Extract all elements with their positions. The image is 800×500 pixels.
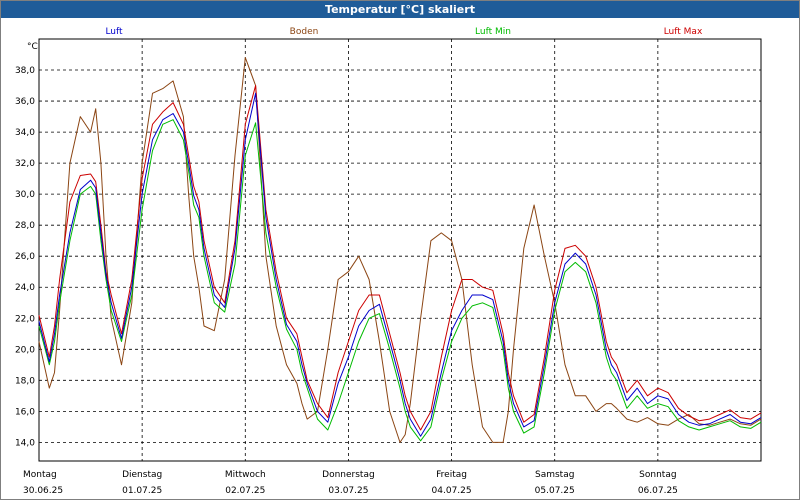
legend-entry: Luft Min — [475, 27, 511, 37]
x-tick-date: 06.07.25 — [638, 486, 678, 496]
x-tick-day: Mittwoch — [225, 470, 266, 480]
y-tick-label: 34,0 — [15, 128, 35, 138]
y-tick-label: 22,0 — [15, 314, 35, 324]
legend-entry: Luft Max — [664, 27, 703, 37]
x-tick-day: Donnerstag — [322, 470, 375, 480]
y-axis-label: °C — [27, 42, 38, 52]
series-line-luft-max — [38, 85, 762, 431]
y-tick-label: 28,0 — [15, 221, 35, 231]
x-tick-date: 01.07.25 — [122, 486, 162, 496]
y-tick-label: 32,0 — [15, 159, 35, 169]
x-tick-date: 05.07.25 — [535, 486, 575, 496]
legend-entry: Luft — [105, 27, 123, 37]
legend-entry: Boden — [290, 27, 319, 37]
y-axis: 14,0 16,0 18,0 20,0 22,0 24,0 26,0 28,0 30,0 32,0… — [15, 66, 35, 448]
y-tick-label: 38,0 — [15, 66, 35, 76]
y-tick-label: 24,0 — [15, 283, 35, 293]
x-tick-date: 04.07.25 — [432, 486, 472, 496]
x-tick-day: Montag — [23, 470, 57, 480]
x-tick-date: 30.06.25 — [23, 486, 63, 496]
plot-area — [38, 38, 762, 462]
series-line-luft — [38, 92, 762, 437]
y-tick-label: 36,0 — [15, 97, 35, 107]
y-tick-label: 26,0 — [15, 252, 35, 262]
series-group — [38, 57, 762, 443]
x-tick-day: Dienstag — [122, 470, 162, 480]
y-tick-label: 14,0 — [15, 438, 35, 448]
grid — [39, 39, 761, 461]
x-tick-day: Samstag — [535, 470, 574, 480]
x-tick-day: Freitag — [436, 470, 467, 480]
y-tick-label: 16,0 — [15, 407, 35, 417]
x-tick-date: 03.07.25 — [328, 486, 368, 496]
y-tick-label: 18,0 — [15, 376, 35, 386]
x-axis: Montag 30.06.25 Dienstag 01.07.25 Mittwoch 02… — [23, 470, 678, 496]
x-tick-day: Sonntag — [639, 470, 676, 480]
y-tick-label: 20,0 — [15, 345, 35, 355]
series-line-luft-min — [38, 119, 762, 442]
legend: Luft Boden Luft Min Luft Max — [105, 27, 703, 37]
series-line-boden — [38, 57, 762, 443]
chart-title: Temperatur [°C] skaliert — [1, 1, 799, 18]
x-tick-date: 02.07.25 — [225, 486, 265, 496]
y-tick-label: 30,0 — [15, 190, 35, 200]
